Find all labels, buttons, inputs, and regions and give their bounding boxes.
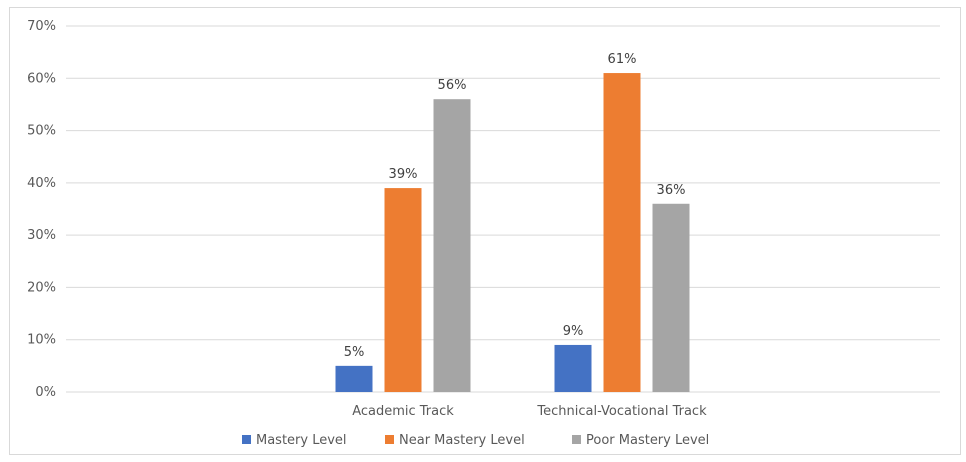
legend-label: Near Mastery Level: [399, 433, 525, 448]
category-labels: Academic Track Technical-Vocational Track: [352, 404, 707, 419]
data-label: 56%: [438, 78, 467, 93]
data-label: 61%: [608, 52, 637, 67]
chart-frame: [9, 7, 961, 455]
bar: [335, 365, 373, 392]
legend-label: Poor Mastery Level: [586, 433, 709, 448]
category-label: Technical-Vocational Track: [536, 404, 707, 419]
bar: [652, 203, 690, 392]
legend-swatch: [242, 435, 251, 444]
data-label: 9%: [563, 324, 584, 339]
y-tick-label: 70%: [27, 19, 56, 34]
data-label: 39%: [389, 167, 418, 182]
y-tick-label: 40%: [27, 176, 56, 191]
y-tick-label: 10%: [27, 333, 56, 348]
y-tick-label: 20%: [27, 280, 56, 295]
y-tick-label: 30%: [27, 228, 56, 243]
category-label: Academic Track: [352, 404, 454, 419]
bar: [384, 188, 422, 392]
y-tick-label: 60%: [27, 71, 56, 86]
bar: [433, 99, 471, 392]
y-axis-tick-labels: 0% 10% 20% 30% 40% 50% 60% 70%: [27, 19, 56, 400]
legend-swatch: [385, 435, 394, 444]
data-label: 5%: [344, 345, 365, 360]
data-label: 36%: [657, 183, 686, 198]
legend: Mastery Level Near Mastery Level Poor Mast…: [242, 433, 709, 448]
y-tick-label: 50%: [27, 124, 56, 139]
bar: [603, 73, 641, 393]
legend-label: Mastery Level: [256, 433, 347, 448]
data-labels: 5% 39% 56% 9% 61% 36%: [344, 52, 686, 360]
gridlines: [66, 25, 940, 393]
bar: [554, 344, 592, 392]
legend-swatch: [572, 435, 581, 444]
bars: [335, 73, 690, 393]
y-tick-label: 0%: [35, 385, 56, 400]
